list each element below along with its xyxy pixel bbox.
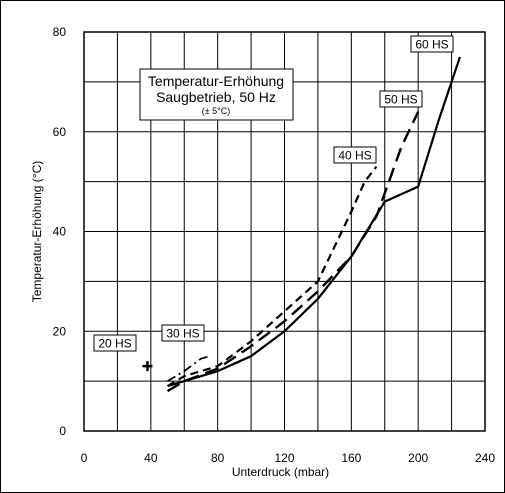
title-box-frame bbox=[139, 68, 294, 121]
series-label-text: 30 HS bbox=[166, 327, 199, 341]
series-30hs-line bbox=[167, 355, 210, 382]
y-tick-label: 0 bbox=[59, 424, 66, 438]
series-label-30hs: 30 HS bbox=[161, 324, 205, 342]
series-label-20hs: 20 HS bbox=[93, 334, 137, 352]
series-label-40hs: 40 HS bbox=[333, 146, 377, 164]
y-tick-label: 60 bbox=[53, 125, 67, 139]
series-40hs-line bbox=[166, 165, 378, 388]
plot-border bbox=[83, 31, 486, 432]
series-60hs-line bbox=[167, 56, 461, 388]
series-label-box bbox=[333, 146, 377, 164]
series-label-box bbox=[93, 334, 137, 352]
x-tick-label: 120 bbox=[274, 451, 294, 465]
series-label-text: 60 HS bbox=[415, 38, 448, 52]
title-box: Temperatur-Erhöhung Saugbetrieb, 50 Hz (… bbox=[139, 68, 294, 121]
series-20hs-marker bbox=[142, 361, 153, 372]
chart-title: Temperatur-Erhöhung bbox=[148, 73, 284, 89]
x-tick-label: 240 bbox=[475, 451, 495, 465]
series-label-60hs: 60 HS bbox=[410, 35, 454, 53]
series-label-text: 50 HS bbox=[384, 93, 417, 107]
y-axis-title: Temperatur-Erhöhung (°C) bbox=[30, 161, 44, 303]
series-label-box bbox=[379, 90, 423, 108]
series-label-box bbox=[161, 324, 205, 342]
series-50hs-line bbox=[166, 111, 420, 393]
x-tick-label: 40 bbox=[144, 451, 158, 465]
x-axis-title: Unterdruck (mbar) bbox=[232, 465, 329, 479]
y-tick-label: 80 bbox=[53, 25, 67, 39]
series-label-text: 20 HS bbox=[98, 337, 131, 351]
x-tick-label: 160 bbox=[341, 451, 361, 465]
chart-tolerance-note: (± 5°C) bbox=[202, 106, 231, 116]
tick-labels: 0 40 80 120 160 200 240 0 20 40 60 80 bbox=[53, 25, 496, 465]
series-label-text: 40 HS bbox=[338, 149, 371, 163]
chart-subtitle: Saugbetrieb, 50 Hz bbox=[156, 89, 276, 105]
y-tick-label: 40 bbox=[53, 225, 67, 239]
x-tick-label: 0 bbox=[81, 451, 88, 465]
x-tick-label: 80 bbox=[211, 451, 225, 465]
y-tick-label: 20 bbox=[53, 324, 67, 338]
series-labels: 60 HS 50 HS 40 HS 30 HS 20 HS bbox=[93, 35, 454, 352]
x-tick-label: 200 bbox=[408, 451, 428, 465]
series-label-box bbox=[410, 35, 454, 53]
series-label-50hs: 50 HS bbox=[379, 90, 423, 108]
series-lines bbox=[142, 56, 461, 393]
